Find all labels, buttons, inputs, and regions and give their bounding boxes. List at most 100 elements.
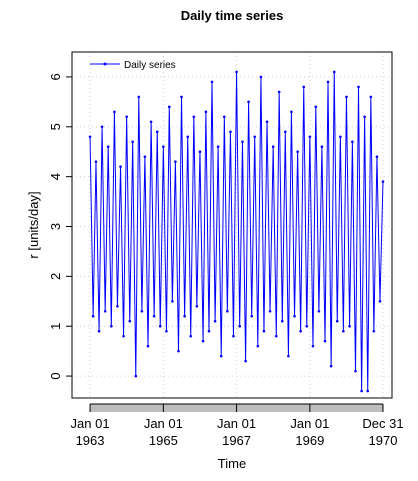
legend-marker (103, 62, 107, 66)
data-point (134, 374, 138, 378)
y-tick-label: 2 (48, 273, 63, 280)
data-point (280, 319, 284, 323)
data-point (299, 329, 302, 333)
y-tick-label: 6 (48, 73, 63, 80)
data-point (265, 120, 269, 124)
x-tick-label: Jan 01 (217, 416, 256, 431)
data-point (262, 329, 266, 333)
data-point (137, 95, 141, 99)
data-point (332, 70, 336, 74)
data-point (207, 329, 211, 333)
data-point (274, 334, 278, 338)
data-point (210, 80, 214, 84)
data-point (235, 70, 238, 74)
x-tick-label: 1970 (369, 433, 398, 448)
data-point (146, 344, 150, 348)
data-point (152, 314, 156, 318)
data-point (369, 95, 373, 99)
x-tick-label: 1969 (295, 433, 324, 448)
data-point (165, 329, 168, 333)
data-point (198, 150, 202, 154)
data-point (259, 75, 263, 79)
data-point (238, 324, 241, 328)
data-point (158, 324, 162, 328)
data-point (339, 135, 342, 139)
data-point (192, 115, 196, 119)
data-point (375, 155, 379, 158)
data-point (363, 115, 366, 119)
data-point (143, 155, 147, 158)
data-point (329, 364, 333, 368)
data-point (162, 145, 165, 149)
data-point (100, 125, 104, 129)
data-point (201, 339, 205, 343)
data-point (128, 319, 132, 323)
legend-label: Daily series (124, 60, 176, 71)
data-point (378, 299, 382, 303)
series-line (89, 71, 384, 392)
x-tick-label: Jan 01 (144, 416, 183, 431)
data-point (302, 85, 306, 89)
data-point (122, 334, 125, 338)
data-point (241, 140, 244, 144)
data-point (131, 140, 134, 144)
data-point (189, 334, 193, 338)
data-point (177, 349, 180, 353)
data-point (247, 100, 250, 104)
data-point (305, 324, 309, 328)
data-point (103, 309, 107, 313)
data-point (250, 314, 254, 318)
data-point (226, 309, 229, 313)
x-axis-label: Time (218, 456, 246, 471)
data-point (360, 389, 363, 393)
data-point (366, 389, 370, 393)
y-tick-label: 0 (48, 372, 63, 379)
data-point (149, 120, 153, 124)
data-point (91, 314, 95, 318)
x-tick-label: Dec 31 (362, 416, 403, 431)
data-point (357, 85, 360, 89)
data-point (345, 95, 348, 99)
data-point (271, 145, 275, 149)
data-point (244, 359, 247, 363)
data-point (94, 160, 98, 163)
data-point (232, 334, 235, 338)
data-point (283, 130, 287, 134)
data-point (180, 95, 183, 99)
data-point (342, 329, 345, 333)
data-point (314, 105, 318, 109)
data-point (186, 135, 190, 139)
data-point (216, 145, 220, 149)
data-point (171, 299, 174, 303)
x-tick-label: 1963 (76, 433, 105, 448)
chart-title: Daily time series (181, 8, 284, 23)
y-tick-label: 5 (48, 123, 63, 130)
data-point (88, 135, 92, 139)
x-tick-label: Jan 01 (290, 416, 329, 431)
data-point (125, 115, 128, 119)
data-point (326, 80, 330, 84)
data-point (335, 319, 339, 323)
data-point (167, 105, 171, 109)
data-point (372, 329, 376, 333)
data-point (116, 304, 119, 308)
data-point (106, 145, 110, 149)
data-point (290, 110, 293, 114)
data-point (354, 369, 357, 373)
data-point (317, 309, 321, 313)
data-point (323, 339, 327, 343)
axes: 0 1 2 3 4 5 6 Jan 01 1963 Jan 01 1965 Jan 01 1967 Jan… (48, 60, 404, 448)
data-point (119, 165, 122, 168)
data-point (183, 314, 186, 318)
data-point (213, 319, 217, 323)
x-tick-label: 1965 (149, 433, 178, 448)
data-point (110, 324, 113, 328)
data-point (287, 354, 290, 358)
data-point (320, 145, 324, 149)
x-tick-label: 1967 (222, 433, 251, 448)
y-tick-label: 4 (48, 173, 63, 180)
data-point (311, 344, 315, 348)
data-point (140, 309, 144, 313)
data-point (174, 160, 177, 163)
